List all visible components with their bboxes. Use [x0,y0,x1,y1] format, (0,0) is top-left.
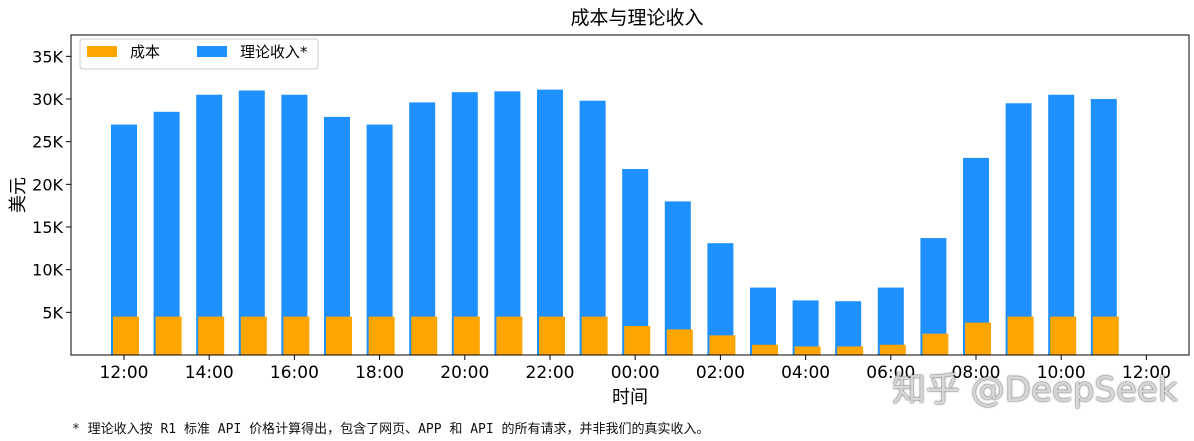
x-tick-label: 18:00 [355,363,404,383]
revenue-bar [324,116,350,355]
x-tick-label: 16:00 [270,363,319,383]
revenue-bar [579,100,606,355]
cost-bar [1050,316,1077,355]
cost-bar [922,333,949,355]
cost-series [113,316,1119,355]
y-axis: 5K 10K 15K 20K 25K 30K 35K [32,47,71,322]
x-tick-label: 06:00 [866,363,915,383]
x-tick-label: 22:00 [526,363,575,383]
cost-bar [155,316,182,355]
cost-bar [240,316,267,355]
revenue-bar [622,168,649,355]
cost-bar [965,322,991,355]
y-tick-label: 15K [32,218,63,237]
x-tick-label: 12:00 [1122,363,1171,383]
x-tick-label: 14:00 [185,363,234,383]
cost-bar [837,346,864,355]
revenue-bar [153,111,180,355]
cost-bar [581,316,608,355]
cost-bar [453,316,480,355]
x-axis-label: 时间 [612,387,648,408]
cost-bar [113,316,139,355]
cost-bar [879,344,906,355]
cost-bar [794,346,821,355]
revenue-bar [409,102,436,355]
revenue-bar [537,89,563,355]
revenue-bar [281,94,308,355]
footnote: * 理论收入按 R1 标准 API 价格计算得出，包含了网页、APP 和 API… [72,422,710,437]
x-tick-label: 08:00 [952,363,1001,383]
x-tick-label: 00:00 [611,363,660,383]
x-tick-label: 12:00 [100,363,149,383]
cost-bar [624,325,651,355]
revenue-series [111,89,1117,356]
plot-frame [70,34,1190,356]
revenue-bar [1048,94,1075,355]
revenue-bar [494,91,521,355]
legend-swatch-cost [87,46,117,57]
y-tick-label: 30K [32,90,63,109]
cost-bar [1092,316,1119,355]
cost-bar [496,316,523,355]
cost-bar [1007,316,1034,355]
legend-label-revenue: 理论收入* [240,43,308,61]
revenue-bar [196,94,223,355]
y-axis-label: 美元 [8,177,29,213]
revenue-bar [1005,103,1032,356]
cost-bar [539,316,565,355]
revenue-bar [877,287,904,355]
cost-bar [752,344,778,355]
y-tick-label: 35K [32,47,63,66]
revenue-bar [451,92,478,355]
revenue-bar [750,287,776,355]
y-tick-label: 5K [42,303,63,322]
cost-bar [368,316,395,355]
revenue-bar [1090,99,1117,355]
y-tick-label: 10K [32,261,63,280]
revenue-bar [963,157,989,355]
revenue-bar [238,90,265,355]
cost-bar [283,316,310,355]
revenue-bar [835,301,862,355]
y-tick-label: 25K [32,133,63,152]
legend: 成本 理论收入* [79,38,319,70]
cost-bar [666,329,693,355]
legend-swatch-revenue [197,46,227,57]
x-tick-label: 04:00 [781,363,830,383]
x-tick-label: 20:00 [440,363,489,383]
chart-title: 成本与理论收入 [570,7,703,29]
cost-bar [411,316,438,355]
cost-bar [326,316,352,355]
revenue-bar [792,300,819,355]
cost-bar [709,335,736,355]
x-tick-label: 10:00 [1037,363,1086,383]
y-tick-label: 20K [32,175,63,194]
cost-bar [198,316,225,355]
x-tick-label: 02:00 [696,363,745,383]
x-axis: 12:00 14:00 16:00 18:00 20:00 22:00 00:00 02:00… [100,355,1171,383]
legend-label-cost: 成本 [130,43,160,61]
